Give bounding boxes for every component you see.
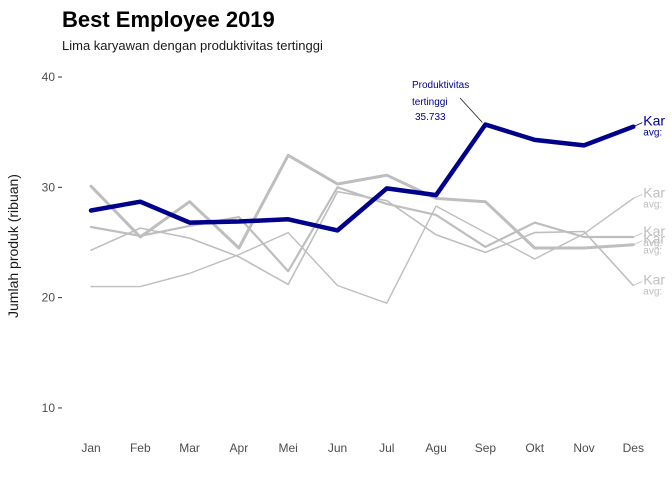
y-tick-label: 30 bbox=[42, 180, 56, 194]
series-end-label: Kar bbox=[643, 223, 665, 239]
x-tick-label: Jun bbox=[328, 441, 347, 455]
series-line bbox=[89, 186, 635, 273]
series-avg-label: avg: bbox=[643, 287, 662, 298]
series-avg-label: avg: bbox=[643, 199, 662, 210]
y-axis-title: Jumlah produk (ribuan) bbox=[5, 174, 21, 318]
y-tick-label: 10 bbox=[42, 401, 56, 415]
series-avg-label: avg: bbox=[643, 128, 662, 139]
x-tick-label: Agu bbox=[425, 441, 446, 455]
series-line bbox=[89, 153, 635, 250]
x-tick-label: Jan bbox=[81, 441, 100, 455]
annotation: Produktivitas tertinggi 35.733 bbox=[412, 80, 483, 123]
annotation-text-line: Produktivitas bbox=[412, 80, 469, 91]
series-label-leader bbox=[633, 240, 643, 246]
series-label-leader bbox=[633, 281, 643, 286]
series-lines bbox=[88, 122, 636, 304]
x-tick-label: Nov bbox=[573, 441, 594, 455]
y-tick-label: 20 bbox=[42, 291, 56, 305]
series-line bbox=[90, 197, 634, 304]
x-tick-label: Mar bbox=[179, 441, 200, 455]
y-axis: 10 20 30 40 bbox=[42, 70, 62, 415]
x-tick-label: Okt bbox=[525, 441, 544, 455]
series-label-leader bbox=[633, 193, 643, 199]
annotation-text-line: 35.733 bbox=[415, 112, 446, 123]
x-tick-label: Des bbox=[623, 441, 644, 455]
annotation-text-line: tertinggi bbox=[412, 97, 448, 108]
chart-title: Best Employee 2019 bbox=[62, 7, 275, 32]
series-end-label: Kar bbox=[643, 231, 665, 247]
x-axis: Jan Feb Mar Apr Mei Jun Jul Agu Sep Okt Nov Des bbox=[81, 441, 644, 455]
series-line bbox=[90, 190, 635, 287]
x-tick-label: Mei bbox=[279, 441, 298, 455]
x-tick-label: Feb bbox=[130, 441, 151, 455]
annotation-leader bbox=[459, 97, 483, 123]
x-tick-label: Sep bbox=[475, 441, 497, 455]
chart-subtitle: Lima karyawan dengan produktivitas terti… bbox=[62, 38, 323, 53]
series-end-label: Kar bbox=[643, 272, 665, 288]
series-label-leader bbox=[633, 232, 643, 238]
series-line-highlight bbox=[88, 122, 636, 233]
series-end-label: Kar bbox=[643, 113, 665, 129]
x-tick-label: Apr bbox=[230, 441, 249, 455]
series-end-label: Kar bbox=[643, 184, 665, 200]
series-avg-label: avg: bbox=[643, 238, 662, 249]
series-avg-label: avg: bbox=[643, 246, 662, 257]
series-label-leader bbox=[633, 122, 643, 128]
y-tick-label: 40 bbox=[42, 70, 56, 84]
x-tick-label: Jul bbox=[379, 441, 394, 455]
